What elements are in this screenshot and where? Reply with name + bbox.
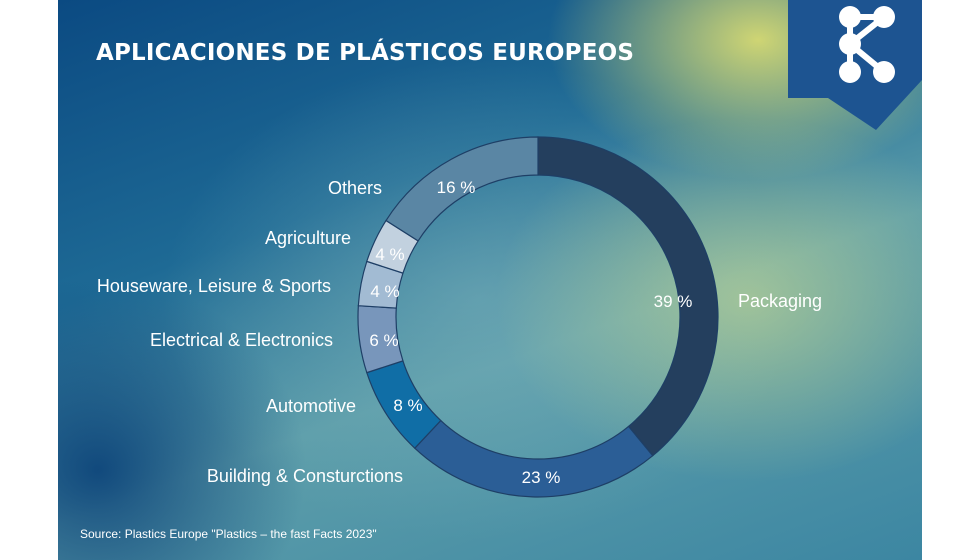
value-label-electrical-electronics: 6 % xyxy=(369,331,398,350)
value-label-others: 16 % xyxy=(437,178,476,197)
source-note: Source: Plastics Europe "Plastics – the … xyxy=(80,527,377,541)
category-label-electrical-electronics: Electrical & Electronics xyxy=(150,330,333,350)
value-label-packaging: 39 % xyxy=(654,292,693,311)
category-label-building-consturctions: Building & Consturctions xyxy=(207,466,403,486)
category-label-others: Others xyxy=(328,178,382,198)
value-label-agriculture: 4 % xyxy=(375,245,404,264)
slice-others xyxy=(385,136,539,242)
value-label-building-consturctions: 23 % xyxy=(522,468,561,487)
category-label-houseware-leisure-sports: Houseware, Leisure & Sports xyxy=(97,276,331,296)
value-label-automotive: 8 % xyxy=(393,396,422,415)
slide-background: 39 % 23 % 8 % 6 % 4 % 4 % 16 % Packaging Buildi… xyxy=(58,0,922,560)
category-label-automotive: Automotive xyxy=(266,396,356,416)
page-title: APLICACIONES DE PLÁSTICOS EUROPEOS xyxy=(96,40,635,66)
donut-chart: 39 % 23 % 8 % 6 % 4 % 4 % 16 % Packaging Buildi… xyxy=(97,136,822,498)
category-label-packaging: Packaging xyxy=(738,291,822,311)
value-label-houseware-leisure-sports: 4 % xyxy=(370,282,399,301)
brand-logo xyxy=(788,0,922,137)
category-label-agriculture: Agriculture xyxy=(265,228,351,248)
